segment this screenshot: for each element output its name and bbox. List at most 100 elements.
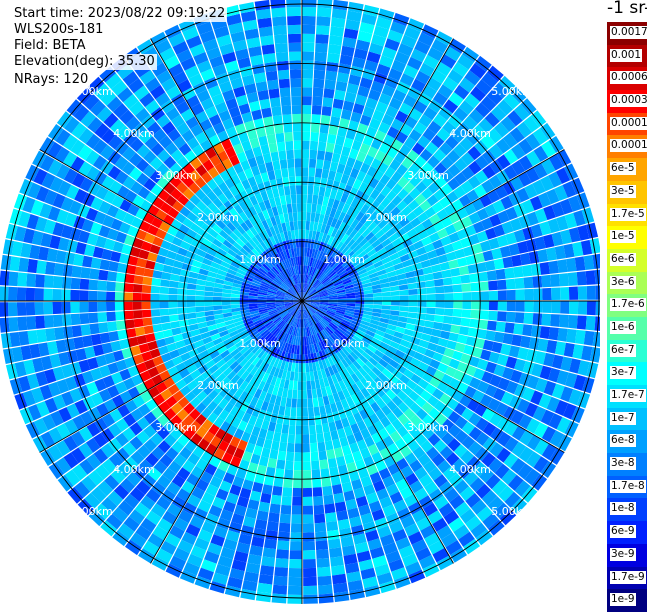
ray-bin (296, 194, 301, 203)
ray-bin (302, 230, 305, 239)
ray-bin (270, 97, 281, 107)
ray-bin (288, 434, 295, 443)
ray-bin (522, 265, 532, 277)
ray-bin (289, 43, 302, 52)
ray-bin (303, 479, 312, 488)
ray-bin (178, 308, 187, 315)
ray-bin (261, 448, 270, 458)
ray-bin (276, 178, 283, 188)
ray-bin (71, 314, 81, 326)
ray-bin (295, 435, 302, 444)
colorbar-tick-label: 3e-5 (610, 185, 636, 198)
colorbar-cell: 3e-9 (607, 544, 647, 567)
ray-bin (296, 417, 302, 426)
ray-bin (292, 114, 301, 123)
ray-bin (322, 423, 330, 433)
ray-bin (44, 302, 53, 315)
ray-bin (204, 296, 213, 301)
ray-bin (289, 425, 296, 434)
ray-bin (315, 43, 328, 53)
ray-bin (503, 257, 514, 269)
ray-bin (161, 272, 171, 280)
ray-bin (62, 314, 72, 326)
ray-bin (160, 309, 169, 316)
ray-bin (550, 274, 560, 287)
range-ring-label: 4.00km (449, 463, 491, 476)
ray-bin (382, 296, 391, 300)
ray-bin (303, 426, 310, 435)
ray-bin (288, 34, 301, 43)
ray-bin (333, 583, 348, 594)
ray-bin (329, 35, 343, 45)
ray-bin (316, 424, 323, 434)
ray-bin (269, 88, 280, 98)
colorbar-cell: 0.0006 (607, 67, 647, 90)
ray-bin (391, 291, 400, 296)
ray-bin (450, 325, 460, 334)
range-ring-label: 2.00km (365, 211, 407, 224)
range-ring-label: 4.00km (449, 127, 491, 140)
ray-bin (334, 591, 349, 602)
ray-bin (133, 284, 143, 293)
ray-bin (168, 295, 177, 301)
ray-bin (504, 268, 514, 279)
ray-bin (313, 398, 319, 408)
ray-bin (44, 275, 54, 288)
ray-bin (273, 585, 288, 595)
ray-bin (284, 407, 290, 417)
ray-bin (170, 321, 180, 329)
ray-bin (452, 317, 462, 326)
ray-bin (291, 87, 301, 96)
ray-bin (435, 308, 444, 315)
ray-bin (296, 426, 302, 435)
ray-bin (540, 326, 550, 339)
ray-bin (575, 256, 586, 271)
ray-bin (222, 301, 231, 305)
ray-bin (524, 277, 534, 289)
ray-bin (302, 16, 316, 25)
ray-bin (325, 71, 337, 81)
ray-bin (10, 332, 21, 347)
ray-bin (163, 265, 173, 274)
ray-bin (296, 408, 302, 417)
ray-bin (134, 275, 144, 284)
ray-bin (335, 135, 345, 146)
ray-bin (314, 407, 321, 417)
ray-bin (161, 323, 171, 331)
ray-bin (485, 260, 496, 271)
ray-bin (409, 301, 418, 307)
colorbar-tick-label: 3e-8 (610, 457, 636, 470)
ray-bin (296, 185, 302, 194)
ray-bin (284, 186, 291, 196)
ray-bin (431, 329, 441, 338)
ray-bin (557, 259, 568, 273)
ray-bin (170, 274, 180, 282)
ray-bin (325, 440, 334, 450)
ray-bin (312, 105, 322, 115)
ray-bin (587, 286, 596, 300)
ray-bin (433, 271, 443, 279)
ray-bin (271, 152, 280, 162)
ray-bin (205, 311, 214, 317)
ray-bin (295, 158, 302, 167)
ray-bin (27, 259, 38, 273)
ray-bin (516, 289, 525, 300)
ray-bin (533, 313, 543, 325)
ray-bin (151, 317, 161, 325)
ray-bin (373, 301, 382, 305)
ray-bin (488, 281, 498, 291)
ray-bin (91, 257, 102, 269)
ray-bin (143, 277, 153, 286)
ray-bin (302, 381, 306, 390)
ray-bin (280, 514, 291, 524)
ray-bin (330, 26, 344, 37)
ray-bin (577, 271, 587, 285)
ray-bin (453, 284, 463, 292)
ray-bin (312, 478, 322, 488)
ray-bin (416, 282, 426, 289)
ray-bin (329, 547, 342, 558)
ray-bin (293, 488, 302, 497)
colorbar-cell: 0.00017 (607, 113, 647, 136)
ray-bin (315, 523, 327, 533)
